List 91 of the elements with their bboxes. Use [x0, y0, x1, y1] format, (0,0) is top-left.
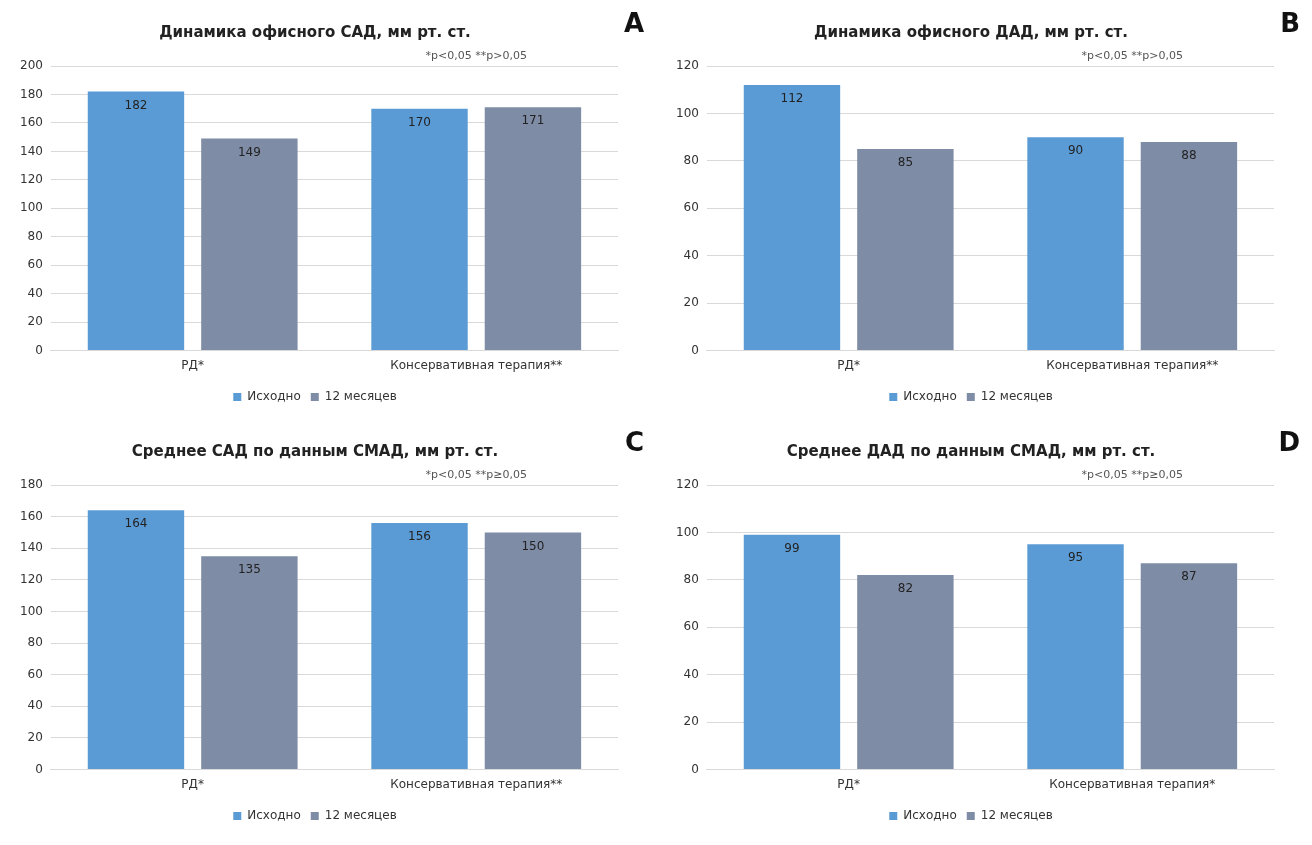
y-tick-label: 20: [27, 314, 43, 329]
bar: [201, 138, 298, 351]
y-tick-label: 60: [683, 619, 699, 634]
bar: [371, 522, 468, 770]
chart-title: Динамика офисного ДАД, мм рт. ст.: [814, 22, 1128, 41]
text: *p<0,05 **p>0,05: [425, 49, 527, 63]
chart-title: Среднее ДАД по данным СМАД, мм рт. ст.: [786, 441, 1156, 460]
x-tick-label: Консервативная терапия**: [390, 776, 563, 791]
legend-label: Исходно: [903, 808, 957, 823]
bar: [1027, 137, 1124, 351]
y-tick-label: 140: [20, 143, 43, 158]
y-tick-label: 120: [676, 58, 699, 73]
legend-label: Исходно: [903, 389, 957, 404]
y-tick-label: 40: [27, 698, 43, 713]
y-tick-label: 40: [683, 666, 699, 681]
bar: [201, 556, 298, 770]
y-tick-label: 120: [20, 171, 43, 186]
bar: [484, 532, 582, 770]
data-label: 182: [124, 97, 148, 112]
y-tick-label: 0: [691, 761, 699, 776]
data-label: 149: [237, 144, 261, 159]
bar: [484, 107, 582, 351]
y-tick-label: 100: [676, 105, 699, 120]
bar: [87, 510, 185, 770]
data-label: 156: [408, 529, 431, 544]
data-label: 112: [780, 91, 804, 106]
y-tick-label: 120: [676, 477, 699, 492]
y-tick-label: 160: [20, 115, 43, 130]
x-tick-label: РД*: [181, 357, 204, 372]
y-tick-label: 60: [27, 257, 43, 272]
y-tick-label: 40: [27, 285, 43, 300]
legend-label: 12 месяцев: [980, 389, 1053, 404]
bar: [371, 108, 468, 351]
legend-label: Исходно: [247, 808, 301, 823]
x-tick-label: Консервативная терапия*: [1049, 776, 1216, 791]
y-tick-label: 60: [683, 200, 699, 215]
y-tick-label: 0: [691, 342, 699, 357]
y-tick-label: 180: [20, 477, 43, 492]
y-tick-label: 0: [35, 761, 43, 776]
data-label: 88: [1181, 148, 1197, 163]
data-label: 170: [408, 114, 431, 129]
y-tick-label: 100: [20, 200, 43, 215]
text: B: [1280, 7, 1300, 38]
y-tick-label: 80: [683, 152, 699, 167]
legend-label: 12 месяцев: [980, 808, 1053, 823]
y-tick-label: 20: [27, 730, 43, 745]
x-tick-label: РД*: [837, 776, 860, 791]
text: *p<0,05 **p≥0,05: [1081, 468, 1183, 482]
chart-title: Динамика офисного САД, мм рт. ст.: [159, 22, 471, 41]
data-label: 87: [1181, 569, 1197, 584]
x-tick-label: РД*: [837, 357, 860, 372]
text: D: [1278, 426, 1300, 457]
data-label: 135: [237, 562, 261, 577]
text: C: [624, 426, 644, 457]
y-tick-label: 100: [20, 603, 43, 618]
data-label: 90: [1067, 143, 1084, 158]
y-tick-label: 200: [20, 58, 43, 73]
data-label: 164: [124, 516, 148, 531]
y-tick-label: 160: [20, 508, 43, 523]
x-tick-label: РД*: [181, 776, 204, 791]
y-tick-label: 80: [27, 228, 43, 243]
legend-label: Исходно: [247, 389, 301, 404]
bar: [743, 84, 841, 351]
data-label: 99: [784, 540, 800, 555]
data-label: 171: [521, 113, 545, 128]
y-tick-label: 20: [683, 295, 699, 310]
data-label: 82: [897, 581, 914, 596]
bar: [1140, 141, 1238, 351]
legend-label: 12 месяцев: [324, 389, 397, 404]
y-tick-label: 80: [683, 571, 699, 586]
y-tick-label: 180: [20, 86, 43, 101]
x-tick-label: Консервативная терапия**: [1046, 357, 1219, 372]
x-tick-label: Консервативная терапия**: [390, 357, 563, 372]
y-tick-label: 140: [20, 540, 43, 555]
text: A: [623, 7, 644, 38]
data-label: 150: [521, 538, 545, 553]
data-label: 85: [897, 155, 914, 170]
y-tick-label: 120: [20, 571, 43, 586]
bar: [87, 91, 185, 351]
bar: [857, 149, 954, 351]
data-label: 95: [1067, 550, 1084, 565]
text: *p<0,05 **p≥0,05: [425, 468, 527, 482]
y-tick-label: 80: [27, 635, 43, 650]
y-tick-label: 40: [683, 247, 699, 262]
chart-title: Среднее САД по данным СМАД, мм рт. ст.: [131, 441, 499, 460]
y-tick-label: 0: [35, 342, 43, 357]
y-tick-label: 100: [676, 524, 699, 539]
y-tick-label: 20: [683, 714, 699, 729]
y-tick-label: 60: [27, 666, 43, 681]
text: *p<0,05 **p>0,05: [1081, 49, 1183, 63]
legend-label: 12 месяцев: [324, 808, 397, 823]
